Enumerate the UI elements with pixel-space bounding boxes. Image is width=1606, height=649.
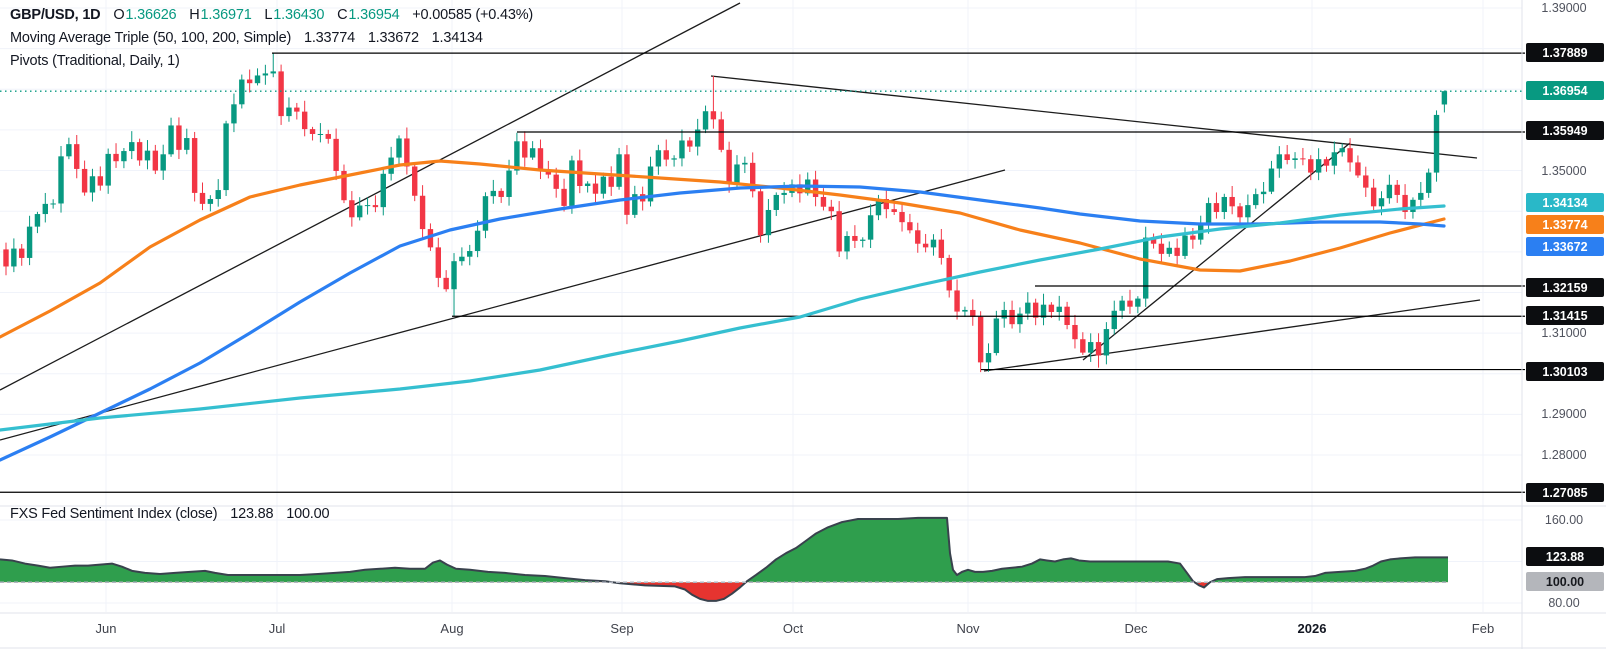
pivots-legend-row: Pivots (Traditional, Daily, 1) bbox=[10, 53, 180, 69]
indicator-axis-badge: 123.88 bbox=[1526, 547, 1604, 566]
change-value: +0.00585 (+0.43%) bbox=[412, 7, 534, 23]
close-value: 1.36954 bbox=[348, 7, 400, 23]
indicator-axis-label: 80.00 bbox=[1548, 596, 1580, 610]
sentiment-line bbox=[0, 516, 1448, 602]
sub-study-title[interactable]: FXS Fed Sentiment Index (close) bbox=[10, 506, 218, 522]
price-axis-badge: 1.36954 bbox=[1526, 81, 1604, 100]
sub-legend-row: FXS Fed Sentiment Index (close) 123.88 1… bbox=[10, 506, 330, 522]
open-label: O bbox=[113, 7, 125, 23]
open-value: 1.36626 bbox=[125, 7, 177, 23]
low-value: 1.36430 bbox=[273, 7, 325, 23]
price-axis-label: 1.35000 bbox=[1541, 164, 1587, 178]
ma-study-title[interactable]: Moving Average Triple (50, 100, 200, Sim… bbox=[10, 30, 292, 46]
price-axis-badge: 1.27085 bbox=[1526, 483, 1604, 502]
sentiment-area-positive bbox=[0, 517, 1448, 583]
high-label: H bbox=[189, 7, 200, 23]
price-axis[interactable]: 1.39000 1.35000 1.31000 1.29000 1.28000 160.0… bbox=[1524, 0, 1606, 649]
ma200-line bbox=[0, 204, 1446, 432]
price-axis-label: 1.29000 bbox=[1541, 407, 1587, 421]
time-axis-label-sep: Sep bbox=[610, 621, 634, 636]
price-axis-label: 1.31000 bbox=[1541, 326, 1587, 340]
price-axis-label: 1.39000 bbox=[1541, 1, 1587, 15]
time-axis[interactable]: Jun Jul Aug Sep Oct Nov Dec 2026 Feb bbox=[0, 614, 1524, 649]
sub-study-baseline: 100.00 bbox=[286, 506, 330, 522]
time-axis-label-jul: Jul bbox=[268, 621, 286, 636]
time-axis-label-oct: Oct bbox=[782, 621, 804, 636]
price-axis-badge: 1.32159 bbox=[1526, 278, 1604, 297]
time-axis-label-feb: Feb bbox=[1471, 621, 1495, 636]
close-label: C bbox=[337, 7, 348, 23]
price-axis-badge: 1.31415 bbox=[1526, 306, 1604, 325]
symbol-title[interactable]: GBP/USD, 1D bbox=[10, 7, 101, 23]
high-value: 1.36971 bbox=[200, 7, 252, 23]
price-axis-badge: 1.34134 bbox=[1526, 193, 1604, 212]
ma50-line bbox=[0, 159, 1446, 339]
time-axis-label-nov: Nov bbox=[956, 621, 980, 636]
ma200-value: 1.34134 bbox=[431, 30, 483, 46]
indicator-axis-badge: 100.00 bbox=[1526, 572, 1604, 591]
time-axis-label-aug: Aug bbox=[440, 621, 464, 636]
price-axis-badge: 1.37889 bbox=[1526, 43, 1604, 62]
time-axis-label-2026: 2026 bbox=[1297, 621, 1327, 636]
price-axis-badge: 1.30103 bbox=[1526, 362, 1604, 381]
price-axis-badge: 1.33774 bbox=[1526, 215, 1604, 234]
price-axis-badge: 1.33672 bbox=[1526, 237, 1604, 256]
ma50-value: 1.33774 bbox=[303, 30, 355, 46]
time-axis-label-dec: Dec bbox=[1124, 621, 1148, 636]
symbol-legend-row: GBP/USD, 1D O1.36626 H1.36971 L1.36430 C… bbox=[10, 7, 533, 23]
candles bbox=[3, 53, 1448, 373]
price-axis-badge: 1.35949 bbox=[1526, 121, 1604, 140]
sentiment-area-negative bbox=[0, 582, 1448, 601]
low-label: L bbox=[264, 7, 273, 23]
sub-study-value: 123.88 bbox=[230, 506, 274, 522]
ma-legend-row: Moving Average Triple (50, 100, 200, Sim… bbox=[10, 30, 483, 46]
pivots-study-title[interactable]: Pivots (Traditional, Daily, 1) bbox=[10, 53, 180, 69]
indicator-axis-label: 160.00 bbox=[1544, 513, 1584, 527]
price-axis-label: 1.28000 bbox=[1541, 448, 1587, 462]
time-axis-label-jun: Jun bbox=[95, 621, 117, 636]
ma100-value: 1.33672 bbox=[367, 30, 419, 46]
ma100-line bbox=[0, 184, 1446, 462]
